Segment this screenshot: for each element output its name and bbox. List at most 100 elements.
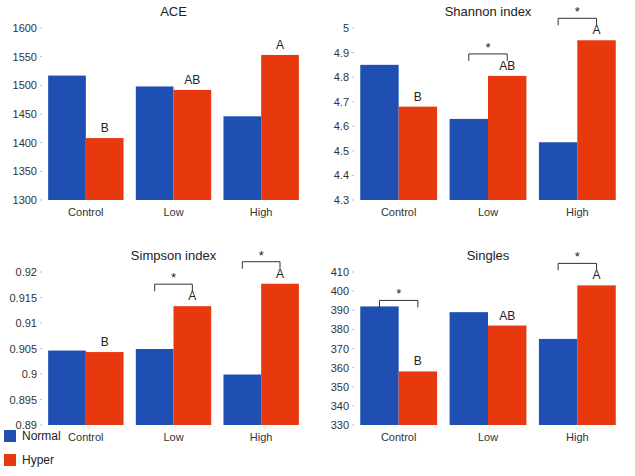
y-tick-label: 1600 [13, 22, 37, 34]
legend: Normal Hyper [4, 429, 61, 467]
bar [539, 142, 577, 200]
y-tick-label: 4.6 [334, 120, 349, 132]
panel: ACE1300135014001450150015501600ControlBL… [13, 4, 299, 218]
y-tick-label: 380 [331, 323, 349, 335]
annotations: ControlBLowA*HighA* [68, 248, 284, 443]
y-tick-label: 4.5 [334, 145, 349, 157]
group-letter: A [593, 23, 601, 37]
y-tick [352, 310, 354, 311]
y-tick-label: 400 [331, 285, 349, 297]
bar [539, 339, 577, 425]
legend-label: Normal [22, 429, 61, 443]
bars [48, 284, 299, 425]
chart-title: Singles [467, 248, 510, 263]
bar [399, 371, 437, 425]
chart-title: ACE [160, 4, 187, 19]
legend-label: Hyper [22, 453, 54, 467]
y-tick [352, 405, 354, 406]
panel: Shannon index4.34.44.54.64.74.84.95Contr… [334, 4, 616, 218]
y-tick-label: 1350 [13, 165, 37, 177]
bar [450, 119, 488, 200]
annotations: ControlB*LowABHighA* [379, 249, 600, 443]
x-tick-label: High [250, 431, 273, 443]
significance-bracket [379, 300, 417, 307]
y-tick [40, 272, 42, 273]
y-tick [352, 329, 354, 330]
legend-swatch [4, 430, 16, 442]
panel: Simpson index0.890.8950.90.9050.910.9150… [9, 248, 298, 443]
y-tick-label: 330 [331, 419, 349, 431]
y-tick-label: 360 [331, 362, 349, 374]
x-tick-label: Control [381, 431, 416, 443]
bar [48, 76, 86, 200]
bars [360, 40, 615, 200]
y-tick-label: 390 [331, 304, 349, 316]
x-tick-label: High [566, 431, 589, 443]
bar [136, 349, 174, 425]
group-letter: A [276, 38, 284, 52]
y-tick [40, 374, 42, 375]
y-tick-label: 370 [331, 343, 349, 355]
y-tick-label: 0.89 [16, 419, 37, 431]
significance-bracket [155, 284, 193, 291]
panel: Singles330340350360370380390400410Contro… [331, 248, 616, 443]
bar [577, 285, 615, 425]
chart-title: Shannon index [445, 4, 532, 19]
x-tick-label: Control [381, 206, 416, 218]
group-letter: A [276, 267, 284, 281]
y-tick [40, 399, 42, 400]
significance-bracket [558, 263, 596, 270]
bar [488, 76, 526, 200]
bar [360, 306, 398, 425]
group-letter: B [101, 335, 109, 349]
figure: ACE1300135014001450150015501600ControlBL… [0, 0, 635, 476]
y-tick-label: 0.915 [9, 292, 37, 304]
bar [174, 306, 212, 425]
bar [136, 86, 174, 200]
y-tick [352, 101, 354, 102]
y-tick [352, 291, 354, 292]
y-tick [40, 142, 42, 143]
y-tick [40, 28, 42, 29]
y-tick-label: 1450 [13, 108, 37, 120]
y-tick [40, 85, 42, 86]
y-tick-label: 1300 [13, 194, 37, 206]
significance-mark: * [171, 270, 176, 285]
y-tick [352, 150, 354, 151]
y-tick [352, 386, 354, 387]
bar [223, 375, 261, 425]
bar [261, 284, 299, 425]
y-tick [352, 200, 354, 201]
bars [360, 285, 615, 425]
significance-mark: * [485, 40, 490, 55]
group-letter: B [101, 121, 109, 135]
y-tick [352, 52, 354, 53]
y-tick-label: 0.92 [16, 266, 37, 278]
y-tick [40, 56, 42, 57]
significance-mark: * [259, 248, 264, 263]
annotations: ControlBLowABHighA [68, 38, 284, 218]
x-tick-label: Low [163, 206, 183, 218]
group-letter: AB [499, 309, 515, 323]
bar [577, 40, 615, 200]
significance-mark: * [575, 4, 580, 19]
bar [86, 352, 124, 425]
group-letter: A [188, 289, 196, 303]
y-tick-label: 4.9 [334, 47, 349, 59]
y-tick-label: 350 [331, 381, 349, 393]
y-tick [352, 126, 354, 127]
bar [399, 107, 437, 200]
bar [261, 55, 299, 200]
y-tick-label: 0.895 [9, 394, 37, 406]
x-tick-label: High [250, 206, 273, 218]
x-tick-label: Low [478, 206, 498, 218]
y-tick [40, 200, 42, 201]
group-letter: AB [184, 73, 200, 87]
y-tick [352, 272, 354, 273]
y-tick [352, 77, 354, 78]
bars [48, 55, 299, 200]
bar [450, 312, 488, 425]
y-tick [352, 425, 354, 426]
y-tick-label: 4.8 [334, 71, 349, 83]
significance-bracket [242, 262, 280, 269]
